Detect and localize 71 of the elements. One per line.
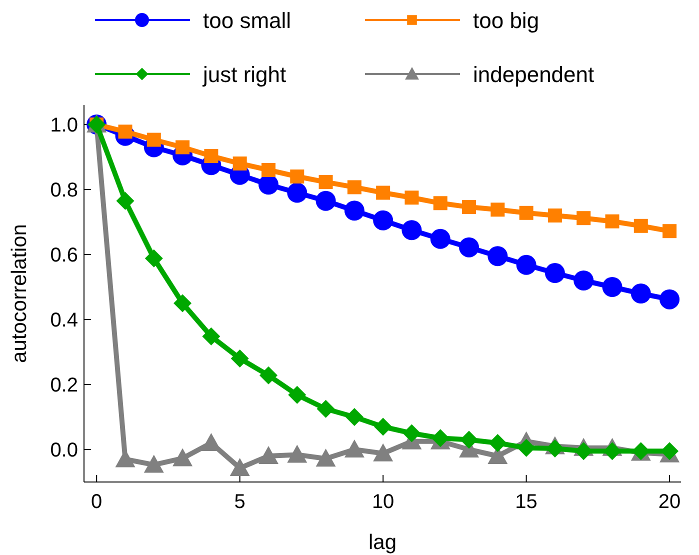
point <box>344 200 364 221</box>
point <box>172 448 193 466</box>
y-axis-title: autocorrelation <box>8 224 31 363</box>
legend-label: just right <box>202 62 286 87</box>
legend-label: too small <box>203 8 292 33</box>
x-tick-label: 0 <box>91 491 102 513</box>
point <box>544 263 565 284</box>
point <box>230 350 249 368</box>
point <box>258 446 278 464</box>
point <box>516 254 536 275</box>
y-tick-label: 0.8 <box>50 180 78 202</box>
y-tick-label: 0.4 <box>50 310 78 332</box>
point <box>259 366 278 384</box>
point <box>287 182 308 203</box>
point <box>230 458 250 476</box>
point <box>116 192 134 210</box>
point <box>430 228 450 249</box>
point <box>204 149 218 164</box>
point <box>344 440 364 458</box>
y-tick-label: 1.0 <box>50 114 78 136</box>
point <box>345 408 364 426</box>
point <box>488 246 508 266</box>
point <box>146 132 161 147</box>
x-axis-title: lag <box>368 531 397 554</box>
y-tick-label: 0.0 <box>50 440 78 462</box>
point <box>605 214 620 228</box>
point <box>288 386 306 404</box>
point <box>460 430 478 449</box>
point <box>174 294 192 312</box>
point <box>459 237 480 258</box>
point <box>290 170 304 184</box>
point <box>316 448 336 467</box>
point <box>318 175 333 190</box>
point <box>634 218 648 233</box>
point <box>433 196 448 210</box>
y-tick-label: 0.6 <box>50 244 78 266</box>
point <box>519 206 534 220</box>
point <box>287 444 308 463</box>
point <box>602 277 622 297</box>
point <box>347 180 362 194</box>
point <box>548 208 562 222</box>
legend-label: independent <box>473 62 594 87</box>
point <box>373 210 394 230</box>
point <box>316 400 335 418</box>
point <box>402 220 422 240</box>
point <box>202 327 220 346</box>
point <box>316 190 336 211</box>
y-tick-label: 0.2 <box>50 374 78 396</box>
point <box>662 224 677 238</box>
x-tick-label: 20 <box>658 491 681 513</box>
point <box>660 289 680 310</box>
point <box>376 186 390 200</box>
x-tick-label: 10 <box>372 491 394 513</box>
point <box>374 418 392 436</box>
point <box>402 424 421 442</box>
point <box>574 270 594 290</box>
point <box>176 140 190 154</box>
legend-label: too big <box>473 8 540 33</box>
point <box>488 434 507 452</box>
point <box>261 163 276 177</box>
point <box>462 200 476 214</box>
point <box>232 156 247 170</box>
point <box>490 202 505 217</box>
point <box>144 249 163 268</box>
point <box>630 284 651 304</box>
point <box>144 454 164 473</box>
x-tick-label: 5 <box>234 491 246 513</box>
point <box>404 190 419 205</box>
point <box>576 211 591 226</box>
x-tick-label: 15 <box>515 491 538 513</box>
point <box>373 443 394 462</box>
